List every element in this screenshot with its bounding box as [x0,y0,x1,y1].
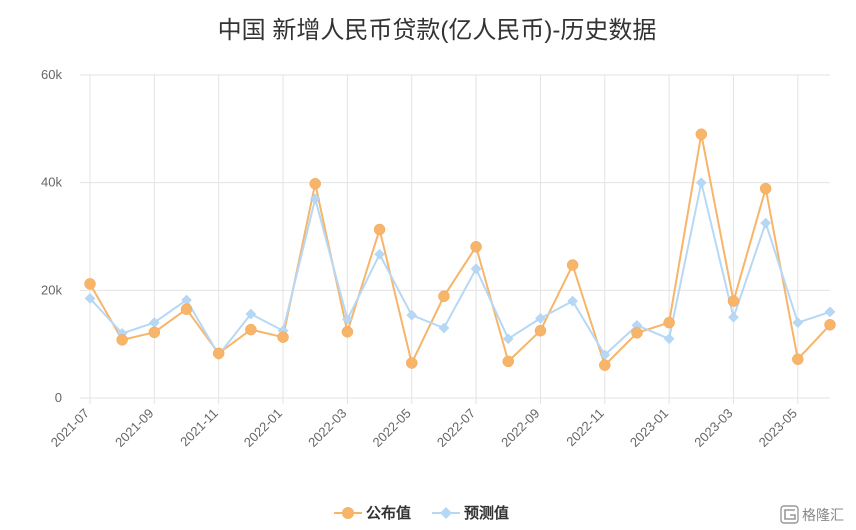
x-tick-label: 2023-01 [627,406,671,450]
data-point-forecast[interactable] [728,311,739,323]
series-line-1 [89,182,831,357]
y-axis: 0 20k 40k 60k [41,67,62,405]
data-point-forecast[interactable] [567,295,578,307]
legend-label: 预测值 [464,504,509,522]
x-tick-label: 2022-09 [498,406,542,450]
series-markers [84,128,836,371]
data-point-published[interactable] [180,303,193,315]
data-point-published[interactable] [534,324,547,337]
legend-item-0[interactable]: 公布值 [334,504,411,522]
grid [80,74,830,404]
data-point-published[interactable] [212,347,225,360]
x-tick-label: 2022-05 [370,406,414,450]
x-tick-label: 2022-11 [563,406,607,450]
x-axis: 2021-07 2021-09 2021-11 2022-01 2022-03 2022-… [48,406,800,450]
x-tick-label: 2023-05 [756,406,800,450]
data-point-published[interactable] [373,223,386,236]
data-point-published[interactable] [727,295,740,307]
legend[interactable]: 公布值 预测值 [334,504,509,522]
data-point-forecast[interactable] [663,333,675,345]
data-point-published[interactable] [695,128,708,140]
data-point-forecast[interactable] [438,322,450,334]
data-point-published[interactable] [405,357,418,369]
legend-item-1[interactable]: 预测值 [432,504,509,522]
legend-diamond-icon [440,507,452,519]
data-point-forecast[interactable] [760,217,772,229]
data-point-forecast[interactable] [824,306,836,318]
data-point-published[interactable] [341,326,354,338]
legend-circle-icon [342,507,354,519]
data-point-published[interactable] [502,355,515,368]
data-point-forecast[interactable] [406,309,418,321]
data-point-published[interactable] [438,290,450,303]
data-point-forecast[interactable] [309,193,321,205]
watermark-text: 格隆汇 [802,507,844,523]
data-point-forecast[interactable] [502,333,514,345]
data-point-published[interactable] [759,182,772,195]
data-point-forecast[interactable] [342,314,353,325]
data-point-published[interactable] [631,327,643,339]
y-tick-label: 20k [41,282,62,297]
data-point-published[interactable] [792,353,804,365]
series-lines [89,134,831,368]
x-tick-label: 2021-11 [177,406,221,450]
data-point-published[interactable] [309,177,321,190]
data-point-published[interactable] [84,278,96,290]
data-point-published[interactable] [824,319,836,331]
y-tick-label: 60k [41,67,62,82]
data-point-published[interactable] [470,240,482,253]
data-point-forecast[interactable] [695,177,707,189]
data-point-published[interactable] [566,259,579,271]
x-tick-label: 2022-03 [305,406,349,450]
x-tick-label: 2023-03 [691,406,735,450]
series-line-0 [89,134,831,368]
data-point-published[interactable] [116,334,128,346]
data-point-forecast[interactable] [470,263,482,275]
data-point-published[interactable] [599,359,611,371]
y-tick-label: 40k [41,175,62,190]
x-tick-label: 2021-09 [112,406,156,450]
data-point-published[interactable] [245,323,257,336]
x-tick-label: 2022-01 [241,406,285,450]
watermark: 格隆汇 [780,505,844,524]
data-point-forecast[interactable] [374,248,385,260]
data-point-forecast[interactable] [84,293,96,304]
chart-title: 中国 新增人民币贷款(亿人民币)-历史数据 [218,17,657,44]
glh-logo-icon [780,505,799,524]
data-point-published[interactable] [663,316,675,329]
data-point-forecast[interactable] [792,317,804,328]
y-tick-label: 0 [55,390,62,405]
data-point-forecast[interactable] [535,312,546,324]
data-point-forecast[interactable] [245,308,257,320]
x-tick-label: 2021-07 [48,406,92,450]
data-point-published[interactable] [277,331,289,343]
legend-label: 公布值 [366,504,411,522]
x-tick-label: 2022-07 [434,406,478,450]
data-point-published[interactable] [148,326,161,339]
